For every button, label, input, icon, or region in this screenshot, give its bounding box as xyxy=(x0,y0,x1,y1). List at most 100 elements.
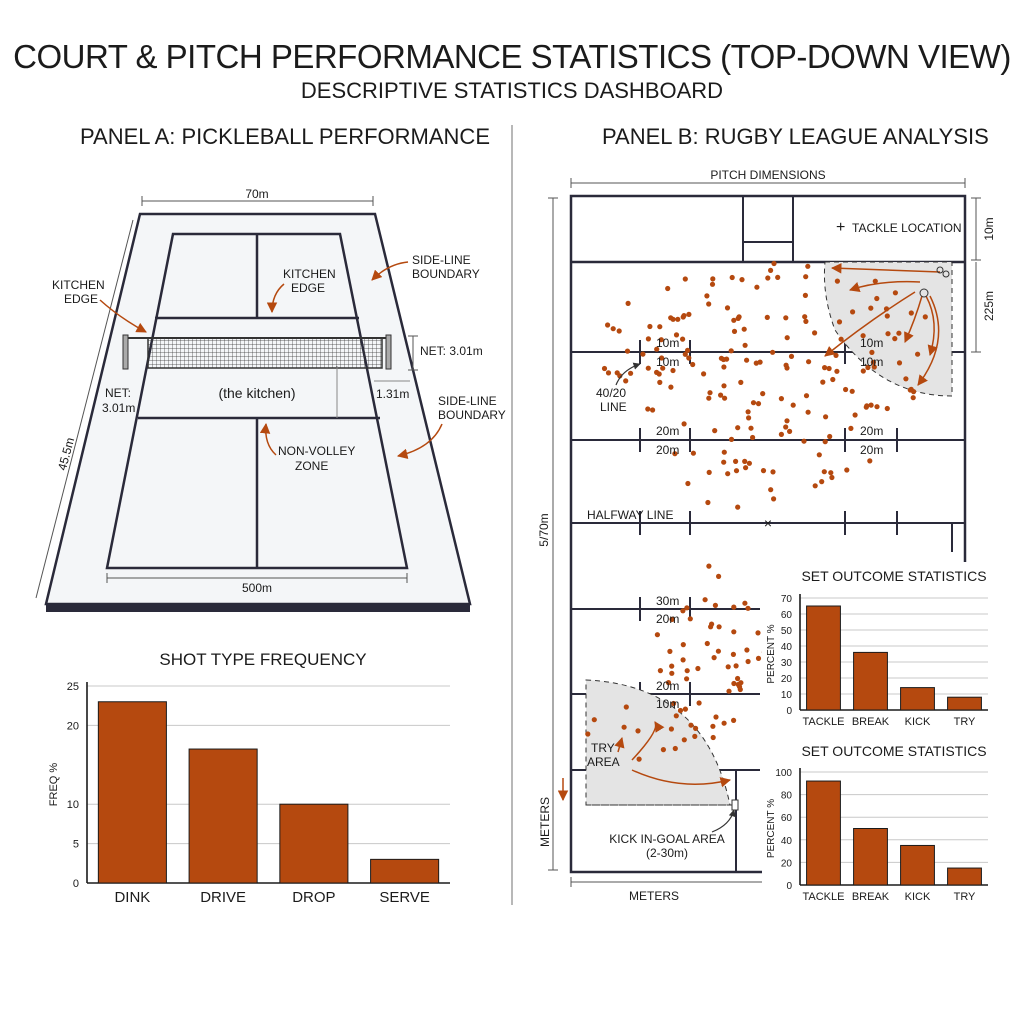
tackle-point xyxy=(671,700,677,707)
tackle-point xyxy=(874,404,880,410)
tackle-point xyxy=(645,336,652,342)
tackle-point xyxy=(849,388,855,394)
tackle-point xyxy=(790,402,796,408)
tackle-point xyxy=(680,642,686,648)
pitch-225m-right: 225m xyxy=(982,291,996,321)
bar xyxy=(900,844,935,886)
tackle-point xyxy=(903,376,909,382)
kitchen-edge-arrow xyxy=(99,299,147,333)
tackle-point xyxy=(822,365,828,371)
mark-10m-e: 10m xyxy=(656,697,679,711)
tackle-point xyxy=(819,479,825,485)
mark-20m-c: 20m xyxy=(860,424,883,438)
y-tick-label: 10 xyxy=(781,690,793,701)
tackle-point xyxy=(688,722,694,728)
kitchen-edge-center-1: KITCHEN xyxy=(283,267,336,281)
x-tick-label: BREAK xyxy=(852,716,890,728)
net-height-left-2: 3.01m xyxy=(102,401,135,415)
line-4020-label-2: LINE xyxy=(600,400,627,414)
goal-box-top xyxy=(742,195,794,243)
tackle-point xyxy=(625,300,631,306)
tackle-point xyxy=(755,630,761,636)
tackle-point xyxy=(591,717,597,723)
tackle-point xyxy=(701,371,707,377)
page-subtitle: DESCRIPTIVE STATISTICS DASHBOARD xyxy=(300,78,724,103)
tackle-point xyxy=(656,371,662,377)
tackle-point xyxy=(802,314,808,320)
tackle-point xyxy=(726,688,732,694)
tackle-point xyxy=(659,355,665,361)
tackle-point xyxy=(783,362,789,368)
tackle-point xyxy=(721,720,727,726)
kitchen-zone-label: (the kitchen) xyxy=(218,385,295,401)
tackle-point xyxy=(833,352,839,358)
tackle-point xyxy=(742,342,748,348)
y-tick-label: 20 xyxy=(781,858,793,869)
tackle-point xyxy=(657,324,663,330)
tackle-point xyxy=(746,460,753,466)
set-chart-1-bg xyxy=(762,562,1000,740)
tackle-point xyxy=(741,326,747,332)
set-outcome-chart-2: SET OUTCOME STATISTICS 0 20 40 60 80 100 PERCEN… xyxy=(766,743,988,903)
tackle-point xyxy=(750,400,757,406)
try-area-label-1: TRY xyxy=(591,741,615,755)
tackle-point xyxy=(868,402,874,408)
tackle-point xyxy=(775,274,781,280)
panel-a-title: PANEL A: PICKLEBALL PERFORMANCE xyxy=(80,124,490,149)
tackle-point xyxy=(657,379,663,385)
tackle-point xyxy=(660,365,666,371)
tackle-point xyxy=(628,370,634,376)
tackle-point xyxy=(755,401,762,407)
tackle-point xyxy=(735,504,741,510)
tackle-point xyxy=(721,364,727,370)
kitchen-edge-center-2: EDGE xyxy=(291,281,325,295)
tackle-point xyxy=(657,668,664,674)
dim-length xyxy=(35,219,134,599)
tackle-point xyxy=(803,393,810,399)
tackle-point xyxy=(821,469,827,475)
tackle-point xyxy=(892,290,899,296)
tackle-point xyxy=(672,451,678,457)
tackle-point xyxy=(869,349,875,355)
set-outcome-chart-1: SET OUTCOME STATISTICS 0 10 20 30 40 50 60 70 PER… xyxy=(766,568,988,728)
chart-title: SET OUTCOME STATISTICS xyxy=(801,568,986,584)
net-height-left-1: NET: xyxy=(105,386,131,400)
tackle-point xyxy=(636,756,642,762)
tackle-point xyxy=(682,706,689,712)
tackle-point xyxy=(715,648,722,654)
kick-ingoal-label-2: (2-30m) xyxy=(646,846,688,860)
tackle-point xyxy=(725,471,731,477)
tackle-point xyxy=(745,605,751,611)
tackle-point xyxy=(720,356,727,363)
tackle-point xyxy=(684,605,690,611)
tackle-point xyxy=(865,364,871,371)
tackle-point xyxy=(716,573,722,580)
bar xyxy=(947,867,982,886)
tackle-point xyxy=(669,663,675,669)
tackle-point xyxy=(680,608,686,614)
tackle-point xyxy=(922,314,928,320)
tackle-point xyxy=(836,319,843,325)
y-tick-label: 80 xyxy=(781,791,793,802)
tackle-point xyxy=(830,376,836,383)
y-tick-label: 0 xyxy=(786,881,792,892)
y-tick-label: 5 xyxy=(73,839,79,851)
tackle-point xyxy=(693,725,699,732)
tackle-point xyxy=(672,745,678,752)
tackle-point xyxy=(748,425,754,431)
bar xyxy=(900,687,935,711)
tackle-point xyxy=(705,499,711,506)
tackle-point xyxy=(829,474,835,481)
tackle-point xyxy=(667,648,673,655)
tackle-point xyxy=(696,700,702,706)
tackle-point xyxy=(675,316,681,322)
tackle-point xyxy=(848,425,854,431)
tackle-point xyxy=(742,600,748,606)
y-tick-label: 40 xyxy=(781,836,793,847)
tackle-point xyxy=(884,313,890,319)
tackle-point xyxy=(692,733,698,740)
tackle-point xyxy=(768,267,774,273)
tackle-point xyxy=(783,315,789,321)
tackle-point xyxy=(820,379,826,385)
tackle-point xyxy=(870,359,877,365)
